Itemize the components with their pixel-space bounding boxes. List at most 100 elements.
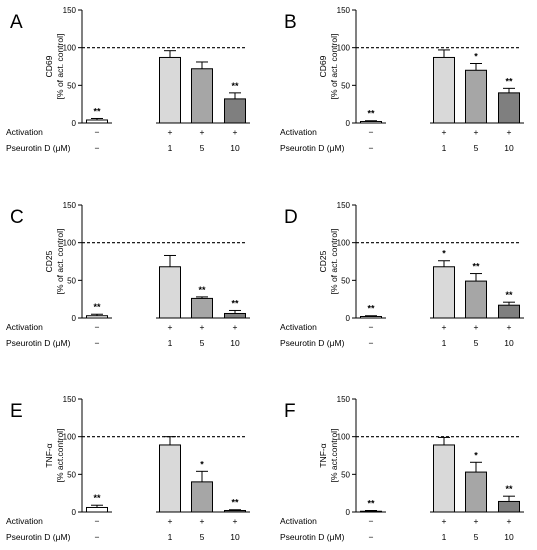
- bar: [191, 481, 213, 513]
- dose-value: 10: [504, 143, 514, 153]
- y-tick-label: 50: [67, 276, 76, 285]
- dose-value: −: [369, 338, 374, 348]
- y-axis-label-line: [% act.control]: [55, 429, 65, 483]
- panel-f: F 0 50 100 150 TNF-α[% act.control] ** − − +1 * +5 *…: [280, 395, 524, 542]
- significance-label: **: [93, 106, 101, 116]
- significance-label: **: [93, 493, 101, 503]
- activation-value: −: [369, 127, 374, 137]
- activation-value: +: [442, 322, 447, 332]
- y-axis-label-line: [% act.control]: [329, 429, 339, 483]
- significance-label: **: [198, 285, 206, 295]
- significance-label: **: [367, 304, 375, 314]
- dose-value: 10: [504, 532, 514, 542]
- dose-value: −: [369, 532, 374, 542]
- dose-label: Pseurotin D (μM): [280, 338, 345, 348]
- activation-label: Activation: [6, 516, 43, 526]
- y-tick-label: 50: [67, 470, 76, 479]
- bar: [360, 120, 382, 124]
- significance-label: **: [472, 262, 480, 272]
- y-axis-label: TNF-α[% act.control]: [44, 429, 65, 483]
- y-tick-label: 100: [63, 239, 77, 248]
- y-tick-label: 0: [346, 508, 351, 517]
- activation-value: +: [200, 127, 205, 137]
- activation-value: +: [233, 516, 238, 526]
- y-tick-label: 100: [337, 44, 351, 53]
- panel-letter: C: [10, 207, 24, 228]
- activation-label: Activation: [280, 322, 317, 332]
- activation-value: +: [168, 322, 173, 332]
- dose-value: 1: [168, 338, 173, 348]
- activation-value: +: [442, 516, 447, 526]
- bar: [498, 92, 520, 124]
- dose-value: −: [95, 143, 100, 153]
- significance-label: **: [231, 81, 239, 91]
- bar: [433, 56, 455, 124]
- bar: [224, 312, 246, 319]
- y-axis-label-line: CD25: [44, 250, 54, 272]
- y-axis-label: CD69[% of act. control]: [318, 34, 339, 100]
- dose-label: Pseurotin D (μM): [280, 532, 345, 542]
- activation-value: +: [168, 127, 173, 137]
- bar: [433, 266, 455, 319]
- y-tick-label: 50: [67, 81, 76, 90]
- dose-value: 10: [230, 338, 240, 348]
- dose-value: 5: [474, 143, 479, 153]
- activation-value: +: [233, 127, 238, 137]
- bar: [224, 509, 246, 513]
- y-tick-label: 100: [63, 433, 77, 442]
- activation-value: +: [474, 127, 479, 137]
- significance-label: **: [367, 498, 375, 508]
- bar: [465, 471, 487, 513]
- significance-label: **: [505, 76, 513, 86]
- bar: [433, 444, 455, 513]
- y-tick-label: 100: [337, 239, 351, 248]
- significance-label: **: [367, 109, 375, 119]
- y-axis-label: CD25[% of act. control]: [44, 229, 65, 295]
- y-tick-label: 150: [337, 6, 351, 15]
- panel-letter: F: [284, 401, 296, 422]
- panel-e: E 0 50 100 150 TNF-α[% act.control] ** − − +1 * +5 *…: [6, 395, 250, 542]
- dose-value: −: [95, 532, 100, 542]
- significance-label: **: [93, 302, 101, 312]
- dose-value: 5: [200, 143, 205, 153]
- dose-value: 1: [442, 338, 447, 348]
- dose-value: 10: [230, 143, 240, 153]
- significance-label: **: [231, 298, 239, 308]
- panel-letter: A: [10, 12, 23, 33]
- y-tick-label: 0: [72, 314, 77, 323]
- bar: [159, 444, 181, 513]
- bar: [191, 297, 213, 319]
- activation-value: +: [200, 322, 205, 332]
- panel-letter: D: [284, 207, 298, 228]
- dose-value: 5: [474, 338, 479, 348]
- activation-value: −: [369, 516, 374, 526]
- bar: [465, 280, 487, 319]
- dose-value: 10: [504, 338, 514, 348]
- significance-label: **: [231, 498, 239, 508]
- bar: [360, 510, 382, 513]
- significance-label: *: [442, 249, 446, 259]
- panel-letter: E: [10, 401, 23, 422]
- activation-value: +: [507, 516, 512, 526]
- significance-label: **: [505, 484, 513, 494]
- dose-label: Pseurotin D (μM): [280, 143, 345, 153]
- y-axis-label-line: CD25: [318, 250, 328, 272]
- y-tick-label: 150: [337, 201, 351, 210]
- y-axis-label: TNF-α[% act.control]: [318, 429, 339, 483]
- activation-value: +: [507, 322, 512, 332]
- panel-letter: B: [284, 12, 297, 33]
- bar: [360, 315, 382, 319]
- y-tick-label: 50: [341, 470, 350, 479]
- bar: [465, 69, 487, 124]
- y-axis-label-line: CD69: [44, 55, 54, 77]
- activation-value: +: [507, 127, 512, 137]
- bar: [224, 98, 246, 124]
- y-tick-label: 150: [63, 201, 77, 210]
- bar: [191, 68, 213, 124]
- dose-value: 5: [200, 338, 205, 348]
- y-axis-label-line: TNF-α: [318, 443, 328, 467]
- panel-c: C 0 50 100 150 CD25[% of act. control] ** − − +1 *…: [6, 201, 250, 348]
- activation-label: Activation: [6, 322, 43, 332]
- y-tick-label: 0: [346, 314, 351, 323]
- y-tick-label: 0: [346, 119, 351, 128]
